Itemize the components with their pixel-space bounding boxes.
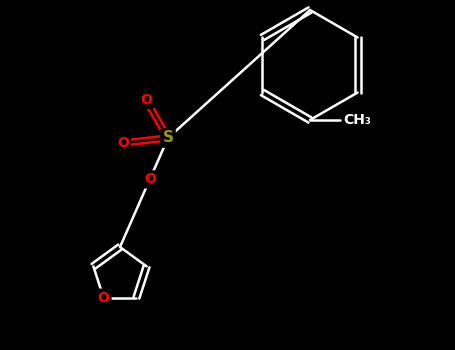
Text: O: O (140, 93, 152, 107)
Text: O: O (117, 136, 129, 150)
Text: O: O (98, 290, 110, 304)
Text: S: S (162, 131, 173, 146)
Text: O: O (144, 173, 156, 187)
Text: CH₃: CH₃ (343, 113, 371, 127)
